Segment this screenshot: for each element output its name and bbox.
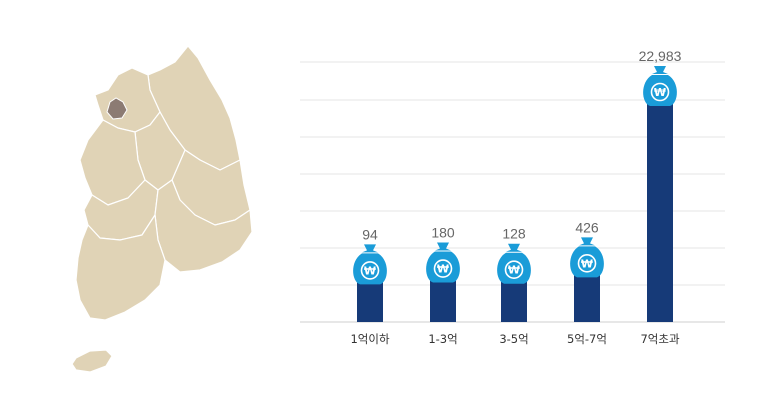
- x-tick-label: 3-5억: [499, 332, 528, 346]
- map-jeju-island: [71, 349, 113, 373]
- data-label: 128: [502, 226, 526, 242]
- bar-group: ₩426 5억-7억: [567, 219, 607, 346]
- x-tick-label: 5억-7억: [567, 332, 607, 346]
- bar-group: ₩180 1-3억: [426, 225, 460, 346]
- money-bag-icon: ₩: [426, 242, 460, 283]
- bar-chart: ₩94 1억이하 ₩180 1-3억 ₩128 3-5억 ₩426 5억-7억 ₩22,983 7…: [300, 48, 725, 346]
- map-seoul-highlight: [106, 97, 128, 120]
- money-bag-icon: ₩: [353, 244, 387, 285]
- x-tick-label: 7억초과: [640, 332, 679, 346]
- won-symbol: ₩: [581, 257, 593, 270]
- data-label: 94: [362, 226, 378, 242]
- won-symbol: ₩: [437, 263, 449, 276]
- bar: [430, 276, 456, 322]
- x-tick-label: 1-3억: [428, 332, 457, 346]
- data-label: 22,983: [639, 48, 682, 64]
- won-symbol: ₩: [654, 86, 666, 99]
- korea-map: [71, 45, 253, 373]
- bar: [501, 277, 527, 322]
- money-bag-icon: ₩: [570, 237, 604, 278]
- won-symbol: ₩: [508, 264, 520, 277]
- money-bag-icon: ₩: [643, 66, 677, 106]
- data-label: 426: [575, 219, 599, 235]
- data-label: 180: [431, 225, 455, 241]
- bar: [647, 100, 673, 322]
- bar-group: ₩128 3-5억: [497, 226, 531, 346]
- won-symbol: ₩: [364, 264, 376, 277]
- map-chungnam-region: [79, 119, 146, 206]
- money-bag-icon: ₩: [497, 243, 531, 284]
- bar-group: ₩94 1억이하: [350, 226, 389, 346]
- bar-group: ₩22,983 7억초과: [639, 48, 682, 346]
- x-tick-label: 1억이하: [350, 332, 389, 346]
- map-jeonnam-region: [75, 214, 166, 321]
- bar: [574, 271, 600, 322]
- chart-marks: ₩94 1억이하 ₩180 1-3억 ₩128 3-5억 ₩426 5억-7억 ₩22,983 7…: [350, 48, 681, 346]
- bar: [357, 278, 383, 322]
